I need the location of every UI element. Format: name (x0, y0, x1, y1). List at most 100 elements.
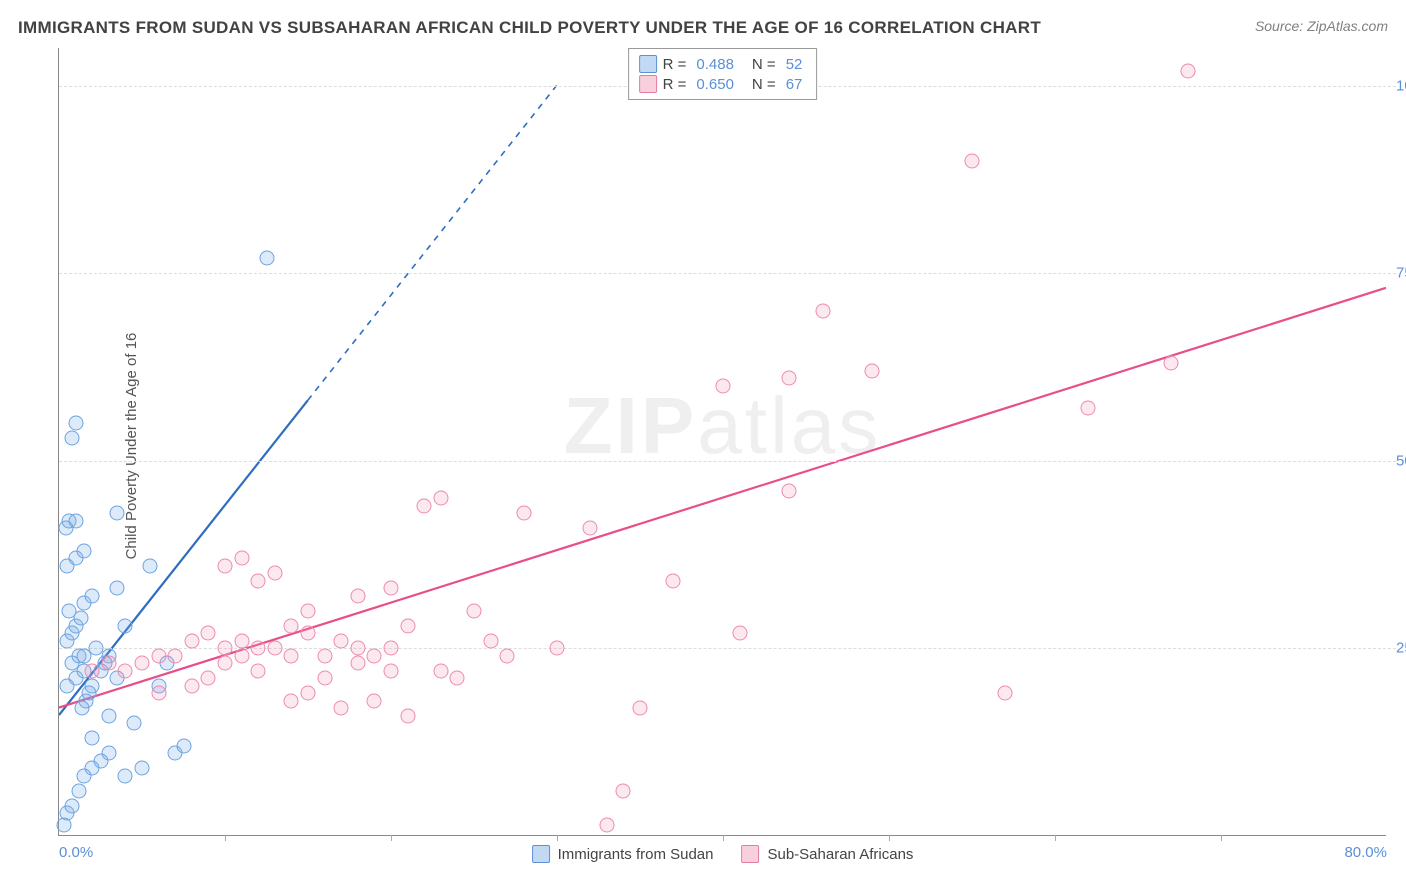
x-tick-mark (1221, 835, 1222, 841)
data-point (118, 618, 133, 633)
data-point (367, 648, 382, 663)
data-point (101, 746, 116, 761)
data-point (467, 603, 482, 618)
legend-item: Immigrants from Sudan (532, 845, 714, 863)
legend-row: R =0.650N =67 (639, 74, 807, 94)
data-point (334, 701, 349, 716)
data-point (417, 498, 432, 513)
data-point (151, 686, 166, 701)
data-point (633, 701, 648, 716)
y-tick-label: 50.0% (1396, 452, 1406, 469)
data-point (666, 573, 681, 588)
data-point (350, 588, 365, 603)
watermark: ZIPatlas (564, 380, 881, 472)
data-point (267, 566, 282, 581)
y-tick-label: 75.0% (1396, 265, 1406, 282)
data-point (1081, 401, 1096, 416)
data-point (433, 663, 448, 678)
chart-title: IMMIGRANTS FROM SUDAN VS SUBSAHARAN AFRI… (18, 18, 1041, 38)
data-point (384, 663, 399, 678)
data-point (301, 686, 316, 701)
data-point (599, 817, 614, 832)
data-point (317, 648, 332, 663)
data-point (384, 581, 399, 596)
legend-swatch (532, 845, 550, 863)
data-point (143, 558, 158, 573)
data-point (251, 663, 266, 678)
data-point (184, 678, 199, 693)
y-tick-label: 100.0% (1396, 77, 1406, 94)
data-point (1164, 356, 1179, 371)
data-point (68, 416, 83, 431)
data-point (61, 603, 76, 618)
data-point (998, 686, 1013, 701)
legend-swatch (741, 845, 759, 863)
data-point (782, 371, 797, 386)
data-point (616, 783, 631, 798)
data-point (251, 641, 266, 656)
data-point (965, 153, 980, 168)
data-point (259, 251, 274, 266)
data-point (218, 641, 233, 656)
x-tick-mark (723, 835, 724, 841)
data-point (101, 656, 116, 671)
series-legend: Immigrants from SudanSub-Saharan African… (532, 845, 914, 863)
data-point (71, 783, 86, 798)
source-label: Source: ZipAtlas.com (1255, 18, 1388, 34)
gridline (59, 461, 1396, 462)
data-point (184, 633, 199, 648)
legend-swatch (639, 75, 657, 93)
data-point (118, 663, 133, 678)
data-point (732, 626, 747, 641)
legend-swatch (639, 55, 657, 73)
data-point (85, 663, 100, 678)
data-point (68, 513, 83, 528)
data-point (110, 581, 125, 596)
data-point (301, 603, 316, 618)
x-tick-mark (225, 835, 226, 841)
x-tick-mark (889, 835, 890, 841)
data-point (301, 626, 316, 641)
data-point (500, 648, 515, 663)
data-point (85, 731, 100, 746)
data-point (126, 716, 141, 731)
correlation-legend: R =0.488N =52R =0.650N =67 (628, 48, 818, 100)
data-point (118, 768, 133, 783)
data-point (201, 626, 216, 641)
legend-row: R =0.488N =52 (639, 54, 807, 74)
data-point (101, 708, 116, 723)
data-point (218, 558, 233, 573)
x-tick-mark (1055, 835, 1056, 841)
data-point (65, 431, 80, 446)
data-point (168, 648, 183, 663)
data-point (384, 641, 399, 656)
data-point (400, 618, 415, 633)
y-tick-label: 25.0% (1396, 640, 1406, 657)
x-tick-label: 80.0% (1344, 844, 1387, 861)
data-point (135, 761, 150, 776)
data-point (516, 506, 531, 521)
data-point (201, 671, 216, 686)
x-tick-mark (391, 835, 392, 841)
data-point (65, 798, 80, 813)
data-point (400, 708, 415, 723)
data-point (110, 506, 125, 521)
data-point (350, 656, 365, 671)
data-point (284, 648, 299, 663)
trend-lines (59, 48, 1386, 835)
data-point (267, 641, 282, 656)
data-point (234, 648, 249, 663)
data-point (483, 633, 498, 648)
x-tick-mark (557, 835, 558, 841)
data-point (815, 303, 830, 318)
data-point (251, 573, 266, 588)
data-point (151, 648, 166, 663)
data-point (88, 641, 103, 656)
data-point (350, 641, 365, 656)
x-tick-label: 0.0% (59, 844, 93, 861)
data-point (782, 483, 797, 498)
gridline (59, 273, 1396, 274)
data-point (1180, 63, 1195, 78)
data-point (218, 656, 233, 671)
data-point (716, 378, 731, 393)
